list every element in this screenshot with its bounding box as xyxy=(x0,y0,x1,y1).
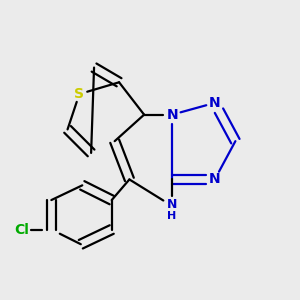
Text: Cl: Cl xyxy=(14,223,29,236)
Text: N: N xyxy=(167,198,177,211)
Text: N: N xyxy=(166,108,178,122)
Text: N: N xyxy=(209,96,220,110)
Text: H: H xyxy=(167,211,177,221)
Text: N: N xyxy=(209,172,220,186)
Text: S: S xyxy=(74,87,84,101)
